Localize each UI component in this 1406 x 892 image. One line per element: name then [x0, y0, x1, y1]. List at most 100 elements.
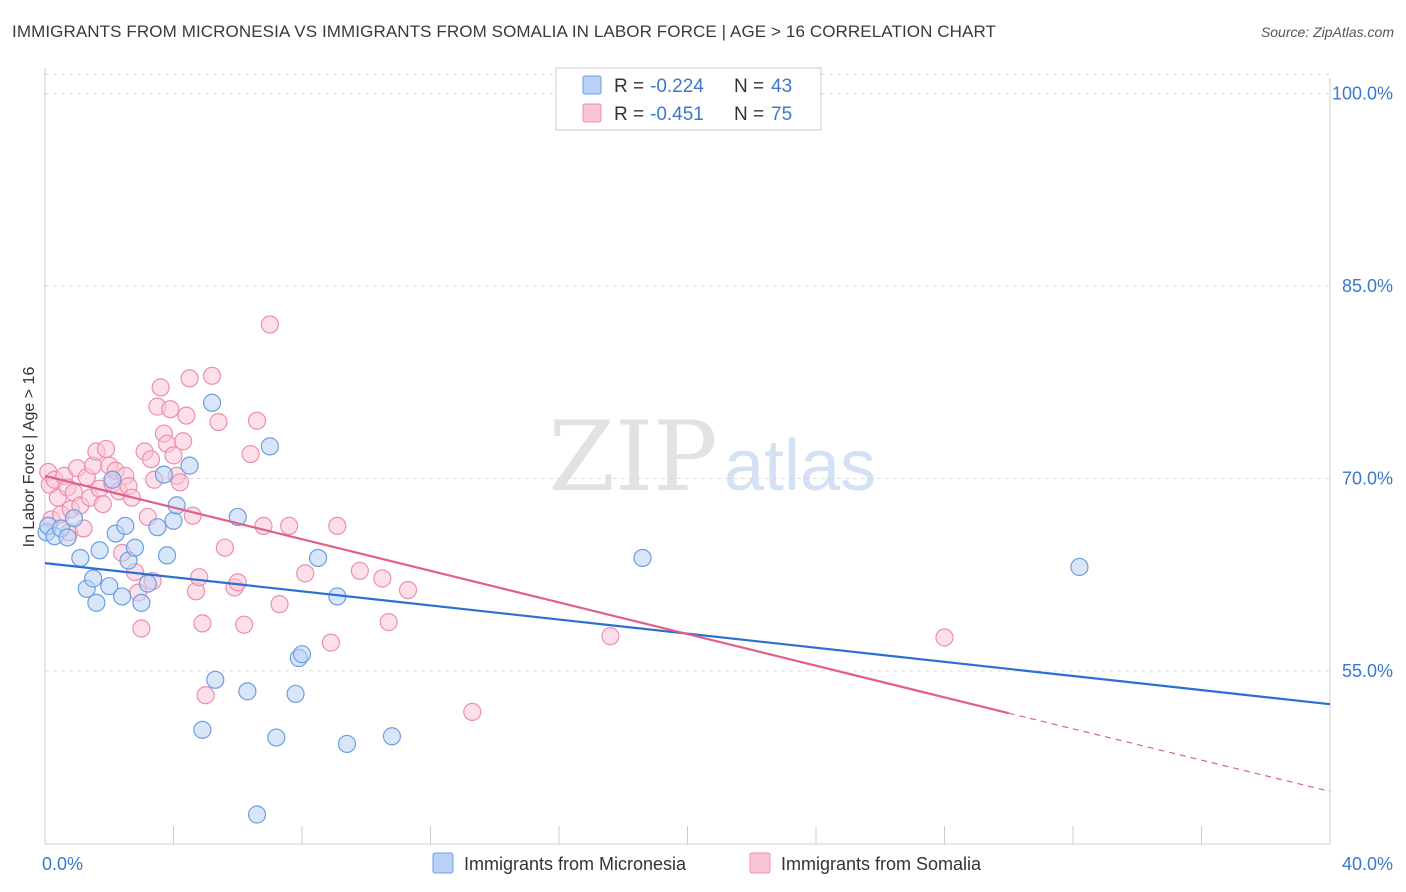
- point-somalia: [174, 432, 193, 451]
- point-micronesia: [132, 593, 151, 612]
- data-points: [37, 315, 1089, 824]
- watermark-zip: ZIP: [548, 401, 717, 513]
- point-somalia: [202, 366, 222, 385]
- point-micronesia: [206, 670, 225, 689]
- point-micronesia: [238, 682, 257, 701]
- point-somalia: [190, 568, 209, 587]
- point-somalia: [96, 439, 116, 459]
- point-micronesia: [112, 587, 132, 606]
- point-micronesia: [180, 456, 199, 475]
- point-somalia: [247, 411, 267, 430]
- point-somalia: [177, 406, 196, 425]
- watermark: ZIP atlas: [548, 401, 876, 513]
- y-axis-label: In Labor Force | Age > 16: [21, 367, 38, 548]
- source-label: Source: ZipAtlas.com: [1260, 24, 1394, 40]
- point-somalia: [141, 450, 161, 469]
- point-micronesia: [154, 465, 173, 484]
- point-somalia: [321, 633, 341, 652]
- point-somalia: [132, 619, 151, 638]
- point-micronesia: [116, 516, 135, 536]
- point-micronesia: [382, 727, 402, 746]
- stats-r-value-1: -0.224: [650, 76, 704, 97]
- point-somalia: [215, 538, 234, 557]
- x-tick-label: 0.0%: [42, 854, 83, 874]
- point-micronesia: [247, 805, 267, 824]
- point-micronesia: [337, 734, 357, 754]
- point-somalia: [373, 569, 392, 588]
- point-somalia: [161, 400, 180, 419]
- point-micronesia: [90, 541, 109, 560]
- y-tick-label: 55.0%: [1342, 661, 1393, 681]
- point-micronesia: [202, 393, 222, 412]
- x-tick-label: 40.0%: [1342, 854, 1393, 874]
- point-somalia: [296, 564, 315, 583]
- point-somalia: [235, 615, 254, 634]
- point-somalia: [350, 561, 369, 580]
- stats-r-label-2: R =: [614, 104, 649, 125]
- point-somalia: [241, 444, 260, 464]
- trend-lines: [44, 474, 1331, 792]
- point-somalia: [379, 613, 398, 632]
- point-micronesia: [64, 509, 84, 528]
- point-micronesia: [292, 645, 312, 664]
- stats-n-value-1: 43: [771, 76, 792, 97]
- axes: 100.0% 85.0% 70.0% 55.0% 0.0% 40.0%: [42, 68, 1393, 874]
- point-micronesia: [167, 496, 186, 515]
- trend-line-somalia: [44, 474, 1010, 715]
- y-tick-label: 70.0%: [1342, 468, 1393, 488]
- stats-r-label-1: R =: [614, 76, 649, 97]
- point-micronesia: [58, 528, 77, 547]
- legend: Immigrants from Micronesia Immigrants fr…: [432, 852, 982, 874]
- point-somalia: [193, 614, 212, 633]
- point-micronesia: [84, 569, 103, 588]
- point-somalia: [260, 315, 279, 334]
- point-somalia: [209, 412, 228, 432]
- point-somalia: [935, 628, 954, 647]
- point-micronesia: [138, 574, 157, 593]
- stats-swatch-somalia: [582, 103, 602, 123]
- point-micronesia: [100, 577, 119, 596]
- stats-n-value-2: 75: [771, 104, 792, 125]
- y-tick-label: 100.0%: [1332, 84, 1393, 104]
- point-micronesia: [633, 548, 652, 568]
- point-somalia: [228, 573, 247, 592]
- point-micronesia: [286, 684, 305, 704]
- point-micronesia: [157, 546, 177, 565]
- stats-n-label-2: N =: [734, 104, 769, 125]
- point-micronesia: [164, 511, 183, 530]
- stats-box: R = -0.224 N = 43 R = -0.451 N = 75: [555, 67, 822, 131]
- legend-label-micronesia: Immigrants from Micronesia: [464, 854, 687, 874]
- point-micronesia: [1070, 557, 1089, 577]
- stats-swatch-micronesia: [582, 75, 602, 95]
- legend-label-somalia: Immigrants from Somalia: [781, 854, 982, 874]
- point-somalia: [601, 627, 620, 646]
- trend-line-somalia-extension: [1008, 712, 1331, 792]
- point-micronesia: [125, 538, 145, 557]
- point-somalia: [151, 378, 170, 397]
- y-tick-label: 85.0%: [1342, 276, 1393, 296]
- point-somalia: [180, 369, 199, 388]
- point-micronesia: [103, 470, 122, 489]
- point-somalia: [196, 686, 215, 705]
- point-somalia: [170, 473, 190, 492]
- legend-swatch-somalia: [749, 852, 771, 874]
- point-somalia: [164, 446, 183, 465]
- point-micronesia: [148, 518, 167, 537]
- point-somalia: [93, 494, 112, 514]
- stats-n-label-1: N =: [734, 76, 769, 97]
- point-somalia: [328, 516, 347, 536]
- stats-r-value-2: -0.451: [650, 104, 704, 125]
- chart-title: IMMIGRANTS FROM MICRONESIA VS IMMIGRANTS…: [12, 22, 997, 41]
- point-micronesia: [87, 593, 106, 612]
- point-micronesia: [267, 728, 286, 747]
- point-micronesia: [71, 548, 90, 568]
- point-micronesia: [308, 548, 328, 568]
- point-somalia: [280, 516, 299, 536]
- watermark-atlas: atlas: [724, 426, 876, 506]
- point-somalia: [398, 580, 418, 600]
- point-somalia: [270, 595, 289, 614]
- point-micronesia: [260, 437, 279, 456]
- point-somalia: [463, 702, 482, 721]
- legend-swatch-micronesia: [432, 852, 454, 874]
